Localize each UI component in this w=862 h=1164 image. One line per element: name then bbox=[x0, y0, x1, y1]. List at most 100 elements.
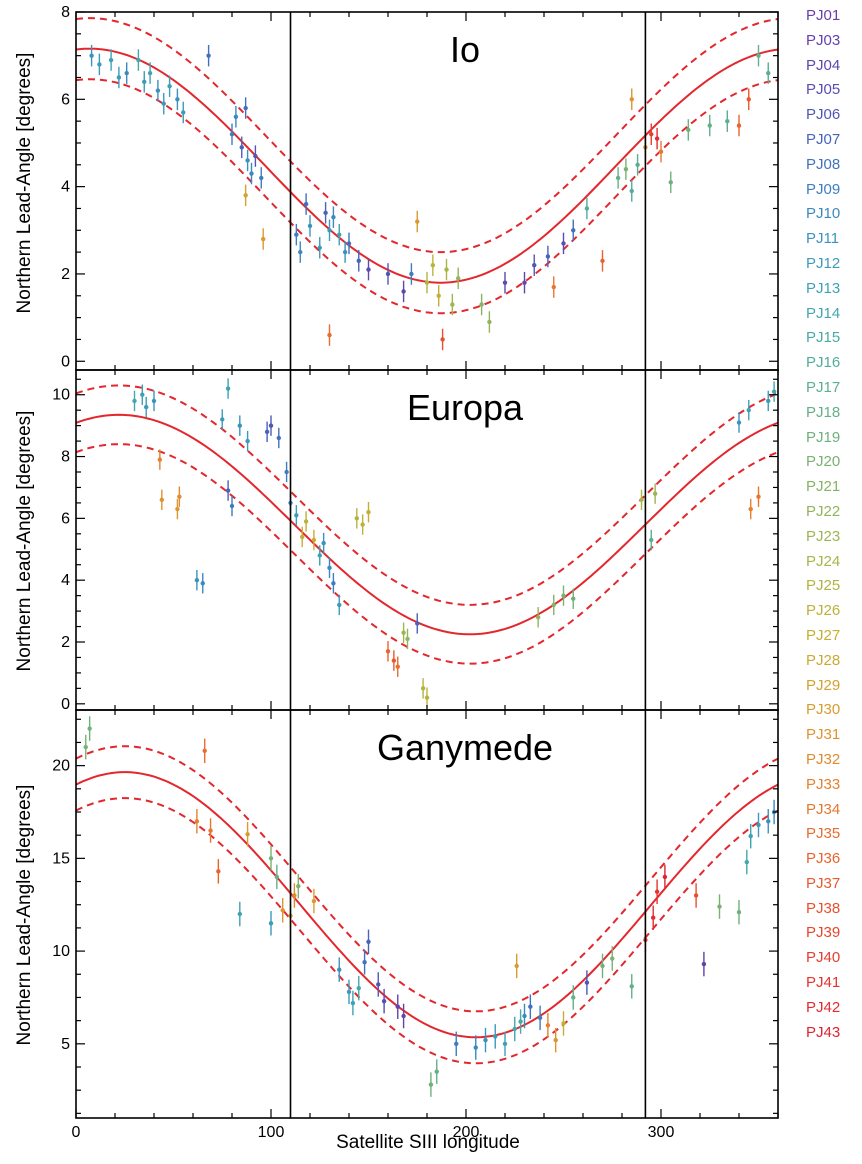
y-tick-label: 0 bbox=[61, 353, 70, 370]
data-point bbox=[450, 302, 455, 307]
legend-item: PJ38 bbox=[806, 899, 841, 917]
data-point bbox=[376, 982, 381, 987]
data-point bbox=[756, 53, 761, 58]
data-point bbox=[346, 241, 352, 246]
data-point bbox=[337, 967, 342, 972]
data-point bbox=[610, 956, 615, 961]
data-point bbox=[194, 819, 200, 824]
data-point bbox=[337, 602, 342, 608]
y-axis-label-io: Northern Lead-Angle [degrees] bbox=[14, 53, 35, 314]
europa-model-upper-bound bbox=[76, 384, 778, 606]
data-point bbox=[331, 581, 336, 586]
legend-item: PJ21 bbox=[806, 478, 841, 496]
data-point bbox=[584, 206, 590, 211]
data-point bbox=[268, 856, 274, 861]
data-point bbox=[360, 522, 365, 527]
data-point bbox=[635, 162, 640, 168]
legend-item: PJ18 bbox=[806, 403, 841, 421]
y-tick-label: 6 bbox=[61, 510, 70, 527]
data-point bbox=[428, 1082, 434, 1087]
data-point bbox=[261, 236, 266, 242]
data-point bbox=[350, 1000, 356, 1006]
data-point bbox=[327, 228, 332, 233]
legend-item: PJ13 bbox=[806, 279, 841, 297]
data-point bbox=[307, 223, 313, 229]
data-point bbox=[479, 302, 484, 307]
legend-item: PJ10 bbox=[806, 205, 841, 223]
data-point bbox=[83, 744, 88, 750]
data-point bbox=[220, 417, 225, 422]
data-point bbox=[649, 537, 654, 543]
data-point bbox=[317, 245, 322, 250]
legend-item: PJ35 bbox=[806, 825, 841, 843]
data-point bbox=[615, 175, 621, 181]
data-point bbox=[208, 828, 213, 833]
data-point bbox=[354, 516, 359, 521]
y-tick-label: 4 bbox=[61, 572, 70, 589]
data-point bbox=[268, 921, 274, 926]
y-tick-label: 10 bbox=[52, 943, 70, 960]
data-point bbox=[243, 193, 248, 198]
data-point bbox=[651, 915, 656, 920]
data-point bbox=[317, 553, 322, 558]
data-point bbox=[225, 488, 231, 493]
data-point bbox=[296, 883, 301, 889]
data-point bbox=[571, 995, 576, 1000]
data-point bbox=[584, 980, 590, 985]
data-point bbox=[237, 911, 242, 917]
data-point bbox=[551, 602, 556, 608]
data-point bbox=[746, 407, 751, 413]
data-point bbox=[629, 97, 634, 102]
data-point bbox=[707, 123, 712, 128]
data-point bbox=[294, 513, 299, 518]
data-point bbox=[736, 420, 742, 425]
io-plot-frame bbox=[75, 11, 779, 371]
data-point bbox=[701, 961, 707, 967]
data-point bbox=[553, 1037, 558, 1043]
data-point bbox=[551, 284, 556, 290]
ganymede-model-curve bbox=[76, 771, 778, 1039]
data-point bbox=[225, 386, 231, 391]
data-point bbox=[136, 57, 141, 63]
data-point bbox=[686, 127, 691, 133]
data-point bbox=[571, 596, 576, 601]
y-tick-label: 8 bbox=[61, 4, 70, 21]
data-point bbox=[395, 1004, 400, 1009]
data-point bbox=[545, 1023, 551, 1028]
legend-item: PJ06 bbox=[806, 106, 841, 124]
data-point bbox=[331, 214, 336, 220]
data-point bbox=[662, 874, 668, 880]
legend-item: PJ34 bbox=[806, 800, 841, 818]
data-point bbox=[216, 869, 221, 874]
data-point bbox=[311, 898, 317, 904]
legend-item: PJ42 bbox=[806, 998, 841, 1016]
data-point bbox=[493, 1034, 498, 1039]
ganymede-model-lower-bound bbox=[76, 797, 778, 1065]
data-point bbox=[629, 984, 634, 989]
data-point bbox=[502, 1041, 508, 1047]
data-point bbox=[600, 258, 605, 264]
data-point bbox=[652, 491, 658, 496]
data-point bbox=[89, 53, 94, 58]
y-tick-label: 6 bbox=[61, 91, 70, 108]
data-point bbox=[487, 319, 492, 325]
io-panel-title: Io bbox=[450, 29, 480, 70]
y-tick-label: 2 bbox=[61, 266, 70, 283]
data-point bbox=[454, 1041, 459, 1047]
y-axis-label-ganymede: Northern Lead-Angle [degrees] bbox=[14, 785, 35, 1046]
data-point bbox=[528, 1004, 533, 1009]
legend-item: PJ23 bbox=[806, 527, 841, 545]
data-point bbox=[756, 822, 761, 828]
data-point bbox=[748, 506, 753, 512]
data-point bbox=[253, 153, 258, 159]
ganymede-plot-frame bbox=[75, 709, 779, 1119]
data-point bbox=[512, 1026, 517, 1032]
data-point bbox=[415, 219, 420, 224]
data-point bbox=[239, 145, 244, 150]
data-point bbox=[415, 621, 420, 626]
data-point bbox=[206, 53, 211, 58]
data-point bbox=[167, 84, 172, 89]
legend-item: PJ36 bbox=[806, 850, 841, 868]
x-tick-label: 100 bbox=[258, 1124, 285, 1141]
